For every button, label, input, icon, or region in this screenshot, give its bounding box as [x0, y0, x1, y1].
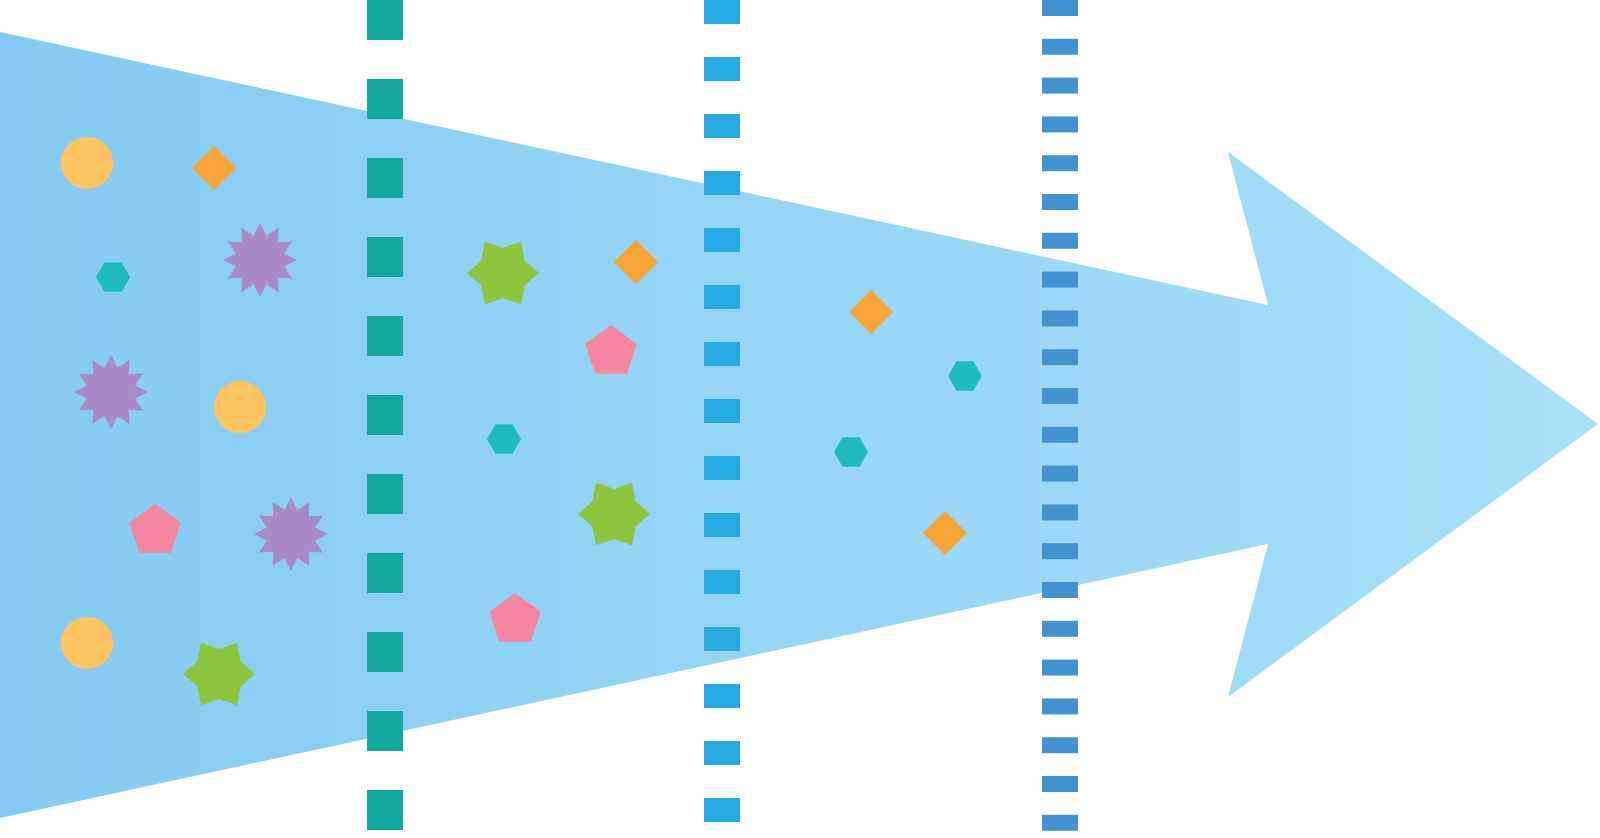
starburst-icon — [223, 223, 297, 297]
filter-1-dash — [367, 553, 403, 593]
star-icon — [578, 482, 650, 546]
filter-line-1 — [367, 0, 403, 830]
filter-2-dash — [704, 741, 740, 765]
circle-icon — [61, 617, 113, 669]
filter-2-dash — [704, 798, 740, 822]
filter-3-dash — [1042, 77, 1078, 94]
filter-3-dash — [1042, 310, 1078, 327]
filter-3-dash — [1042, 582, 1078, 598]
diamond-icon — [192, 146, 236, 190]
filter-3-dash — [1042, 504, 1078, 521]
filter-3-dash — [1042, 426, 1078, 443]
filter-3-dash — [1042, 0, 1078, 16]
filter-2-dash — [704, 228, 740, 252]
filter-2-dash — [704, 456, 740, 480]
filter-2-dash — [704, 684, 740, 708]
filter-2-dash — [704, 399, 740, 423]
filter-1-dash — [367, 474, 403, 514]
filter-2-dash — [704, 513, 740, 537]
circle-icon — [214, 381, 266, 433]
filter-2-dash — [704, 342, 740, 366]
filter-3-dash — [1042, 349, 1078, 366]
star-icon — [467, 241, 539, 305]
filter-3-dash — [1042, 155, 1078, 172]
particles-before-filter-1 — [61, 137, 328, 706]
filter-3-dash — [1042, 388, 1078, 404]
filter-2-dash — [704, 171, 740, 195]
filter-1-dash — [367, 158, 403, 198]
pentagon-icon — [585, 325, 637, 374]
filter-3-dash — [1042, 116, 1078, 133]
filter-3-dash — [1042, 271, 1078, 288]
filter-1-dash — [367, 237, 403, 277]
filter-2-dash — [704, 285, 740, 309]
filter-line-3 — [1042, 0, 1078, 831]
filter-2-dash — [704, 570, 740, 594]
filter-3-dash — [1042, 776, 1078, 792]
filter-1-dash — [367, 79, 403, 119]
star-icon — [183, 642, 255, 706]
flow-arrow — [0, 32, 1598, 818]
starburst-icon — [74, 355, 148, 429]
filter-2-dash — [704, 114, 740, 138]
filter-3-dash — [1042, 659, 1078, 676]
filter-2-dash — [704, 0, 740, 24]
diamond-icon — [923, 511, 967, 555]
particles-between-filter-1-and-2 — [467, 240, 658, 642]
filter-3-dash — [1042, 620, 1078, 637]
filter-3-dash — [1042, 194, 1078, 210]
circle-icon — [61, 137, 113, 189]
filter-1-dash — [367, 711, 403, 751]
filter-2-dash — [704, 627, 740, 651]
filter-3-dash — [1042, 38, 1078, 55]
filter-3-dash — [1042, 814, 1078, 831]
filter-3-dash — [1042, 465, 1078, 482]
filter-1-dash — [367, 632, 403, 672]
filter-2-dash — [704, 57, 740, 81]
starburst-icon — [254, 497, 328, 571]
filter-1-dash — [367, 790, 403, 830]
filter-lines — [367, 0, 1078, 831]
filter-line-2 — [704, 0, 740, 822]
hexagon-icon — [834, 437, 868, 467]
filter-3-dash — [1042, 232, 1078, 249]
particles — [61, 137, 982, 706]
hexagon-icon — [487, 424, 521, 454]
pentagon-icon — [129, 504, 181, 553]
particles-between-filter-2-and-3 — [834, 290, 982, 555]
filter-3-dash — [1042, 543, 1078, 560]
filter-1-dash — [367, 316, 403, 356]
hexagon-icon — [96, 262, 130, 292]
filter-3-dash — [1042, 737, 1078, 754]
diamond-icon — [614, 240, 658, 284]
filter-1-dash — [367, 395, 403, 435]
filter-1-dash — [367, 0, 403, 40]
diamond-icon — [849, 290, 893, 334]
filter-3-dash — [1042, 698, 1078, 715]
hexagon-icon — [948, 361, 982, 391]
pentagon-icon — [489, 593, 541, 642]
